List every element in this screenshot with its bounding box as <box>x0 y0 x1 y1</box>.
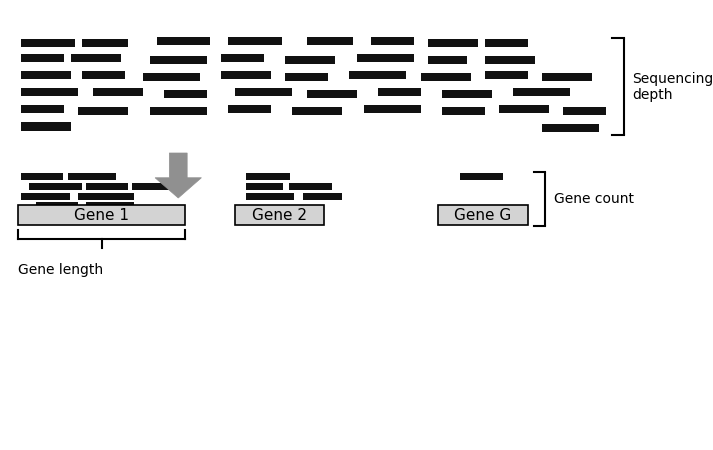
Text: Gene G: Gene G <box>454 207 512 223</box>
Bar <box>150 107 207 115</box>
Text: Gene count: Gene count <box>554 192 634 206</box>
Bar <box>157 37 210 45</box>
Bar <box>68 173 116 180</box>
Bar <box>78 107 128 115</box>
Bar <box>485 71 528 79</box>
Text: Gene 2: Gene 2 <box>252 207 307 223</box>
Bar <box>150 56 207 64</box>
Bar <box>21 88 78 96</box>
FancyBboxPatch shape <box>438 205 528 225</box>
Bar <box>428 39 478 47</box>
Bar <box>71 54 121 62</box>
Bar <box>364 105 421 113</box>
Bar <box>246 173 290 180</box>
Bar <box>221 54 264 62</box>
Bar <box>82 71 125 79</box>
Bar <box>285 73 328 81</box>
Bar <box>460 173 503 180</box>
Bar <box>36 202 78 210</box>
Bar <box>292 107 342 115</box>
Bar <box>513 88 570 96</box>
Bar <box>21 193 70 200</box>
Bar <box>21 173 63 180</box>
Bar <box>228 37 282 45</box>
Bar <box>21 71 71 79</box>
Bar <box>428 56 467 64</box>
Bar <box>132 183 171 190</box>
Bar <box>371 37 414 45</box>
Bar <box>82 39 128 47</box>
Bar <box>21 105 64 113</box>
Bar <box>485 56 535 64</box>
Polygon shape <box>155 153 201 198</box>
Text: Sequencing
depth: Sequencing depth <box>632 72 713 102</box>
Text: Gene 1: Gene 1 <box>74 207 129 223</box>
Bar <box>356 54 414 62</box>
Bar <box>246 193 294 200</box>
Bar <box>349 71 406 79</box>
Text: Gene length: Gene length <box>18 263 103 277</box>
Bar <box>307 90 356 98</box>
Bar <box>563 107 606 115</box>
Bar <box>21 54 64 62</box>
Bar <box>542 124 599 132</box>
Bar <box>86 202 134 210</box>
Bar <box>143 73 200 81</box>
Bar <box>246 183 283 190</box>
Bar <box>228 105 271 113</box>
Bar <box>289 183 332 190</box>
Bar <box>307 37 353 45</box>
Bar <box>93 88 143 96</box>
Bar <box>378 88 421 96</box>
Bar <box>499 105 549 113</box>
Bar <box>442 107 485 115</box>
Bar <box>164 90 207 98</box>
Bar <box>29 183 82 190</box>
Bar <box>485 39 528 47</box>
FancyBboxPatch shape <box>235 205 324 225</box>
Bar <box>21 39 75 47</box>
Bar <box>235 88 292 96</box>
Bar <box>221 71 271 79</box>
Bar <box>442 90 492 98</box>
Bar <box>285 56 335 64</box>
Bar <box>78 193 134 200</box>
Bar <box>303 193 342 200</box>
Bar <box>542 73 592 81</box>
FancyBboxPatch shape <box>18 205 185 225</box>
Bar <box>86 183 128 190</box>
Bar <box>421 73 471 81</box>
Bar <box>21 122 71 130</box>
